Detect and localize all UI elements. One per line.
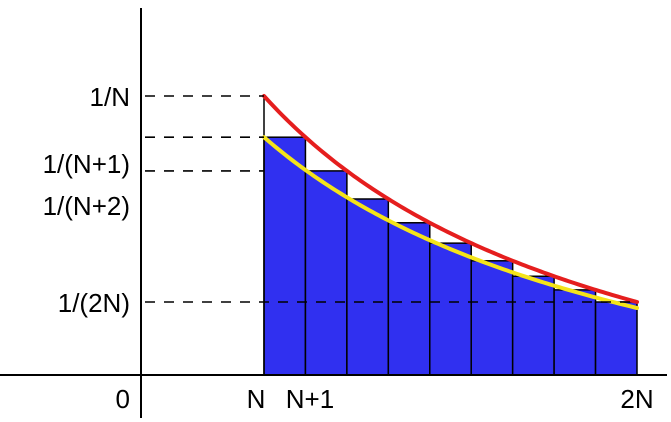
bar-1	[263, 136, 307, 376]
dashed-guides-group	[145, 95, 637, 303]
bar-5	[429, 242, 472, 376]
bar-4	[387, 222, 431, 376]
y-tick-label-1-over-n-plus-2: 1/(N+2)	[43, 191, 130, 221]
origin-label: 0	[116, 384, 130, 414]
x-tick-label-2n: 2N	[620, 384, 653, 414]
bar-3	[346, 198, 390, 376]
y-tick-label-1-over-n-plus-1: 1/(N+1)	[43, 149, 130, 179]
bar-2	[304, 170, 348, 376]
bar-6	[470, 260, 514, 376]
curve-1-over-x	[262, 94, 639, 304]
y-tick-label-1-over-n: 1/N	[90, 82, 130, 112]
bars-group	[263, 96, 638, 376]
bar-9	[594, 301, 638, 376]
bar-7	[511, 275, 555, 376]
curve-1-over-x-plus-1	[262, 135, 639, 310]
x-tick-label-n-plus-1: N+1	[286, 384, 334, 414]
y-tick-label-1-over-2n: 1/(2N)	[58, 288, 130, 318]
bar-8	[553, 289, 597, 376]
x-tick-label-n: N	[247, 384, 266, 414]
curves-group	[262, 94, 639, 310]
